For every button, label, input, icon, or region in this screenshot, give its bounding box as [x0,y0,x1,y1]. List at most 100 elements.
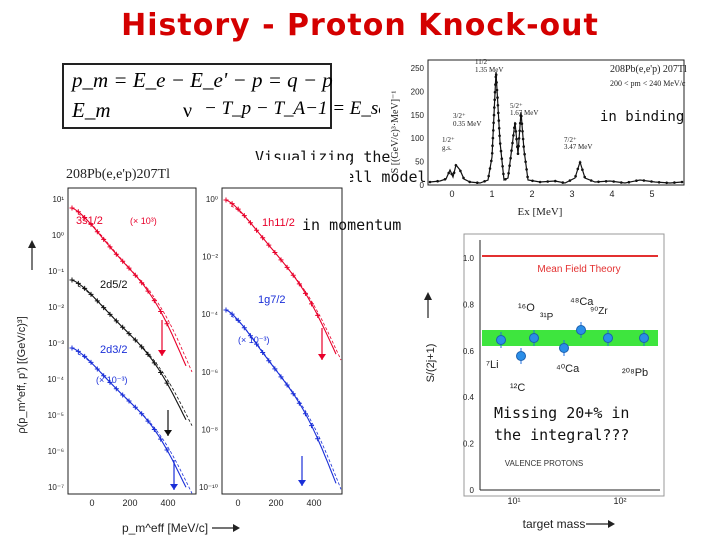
peak-energy-3: g.s. [442,144,452,152]
curve-2d32-marker-10 [132,404,138,410]
binding-xtick-4: 4 [609,189,614,199]
curve-1g72-marker-6 [260,350,266,356]
curve-2d52-marker-2 [82,285,88,291]
binding-dot-19 [492,121,495,125]
spectroscopic-xticks: 10¹ 10² [507,496,626,506]
binding-dot-27 [495,81,498,84]
binding-dot-43 [509,156,512,160]
left-panel-xticks: 0 200 400 [89,498,175,508]
binding-dot-85 [642,179,646,182]
nucleus-li7: ⁷Li [486,359,499,371]
nucleus-p31: ³¹P [540,312,554,323]
binding-dot-22 [493,98,496,102]
binding-data-points [428,73,684,185]
caption-in-momentum: in momentum [302,216,402,234]
binding-dot-86 [650,180,653,183]
binding-yticks: 250 200 150 100 50 0 [411,64,425,190]
binding-dot-28 [495,88,499,92]
curve-1g72-marker-5 [254,341,260,347]
mean-field-legend: Mean Field Theory [537,264,620,275]
binding-dot-36 [499,149,503,153]
binding-dot-59 [520,122,524,125]
curve-1h112-marker-15 [315,312,321,318]
curve-2d52-dashed [77,285,193,426]
state-factor-3s12: (× 10³) [130,216,157,226]
binding-xtick-5: 5 [649,189,654,199]
binding-dot-40 [504,178,507,181]
left-xtick-2: 400 [160,498,175,508]
curve-1h112-marker-4 [247,220,253,226]
upper-limit-arrowhead-2 [170,484,178,490]
curve-2d32-marker-0 [69,345,75,351]
binding-dot-49 [514,130,518,133]
nucleus-ca48: ⁴⁸Ca [570,296,594,308]
binding-xtick-2: 2 [529,189,534,199]
peak-label-4: 5/2⁺ [510,102,523,110]
spec-xlabel-arrowhead-icon [608,520,615,528]
binding-dot-80 [604,180,608,183]
curve-2d52-marker-11 [139,344,145,350]
peak-label-2: 3/2⁺ [453,112,466,120]
caption-in-binding: in binding [600,109,685,125]
curve-1g72-marker-11 [290,391,296,397]
momentum-ylabel: ρ(p_m^eff, p') [(GeV/c)³] [16,316,28,433]
left-xtick-0: 0 [89,498,94,508]
binding-dot-77 [583,175,586,179]
spec-ytick-4: 0.2 [463,440,475,449]
binding-dot-1 [436,179,439,183]
curve-3s12-marker-8 [120,258,126,264]
right-ytick-5: 10⁻¹⁰ [199,483,218,492]
curve-3s12-marker-11 [139,280,145,286]
upper-limit-arrowhead-3 [318,354,326,360]
binding-dot-33 [497,126,501,130]
curve-2d52-marker-4 [94,298,100,304]
upper-limit-arrowhead-1 [164,430,172,436]
binding-spectrum-plot: S [(GeV/c)³·MeV]⁻¹ 250 200 150 100 50 0 0 1 2 3 4… [380,52,690,220]
curve-2d52-marker-8 [120,324,126,330]
right-ytick-0: 10⁰ [206,195,218,204]
peak-label-1: 11/2⁻ [475,58,491,66]
spectroscopic-points [496,322,649,364]
binding-dot-18 [492,129,495,132]
binding-dot-90 [680,180,684,184]
spec-point-3 [559,343,569,353]
curve-2d32-marker-11 [139,411,145,417]
binding-dot-48 [513,122,517,126]
binding-dot-23 [493,90,497,94]
curve-1g72-marker-7 [266,358,272,364]
curve-2d52-marker-6 [107,311,113,317]
left-ytick-1: 10⁰ [52,231,64,240]
curve-2d52-marker-12 [145,351,151,357]
curve-1g72-marker-13 [302,411,308,417]
spec-point-5 [603,333,613,343]
binding-dot-14 [490,159,493,163]
curve-2d52-marker-7 [113,318,119,324]
binding-dot-16 [491,144,494,147]
binding-dot-24 [494,83,497,86]
curve-2d32-marker-4 [94,366,100,372]
right-panel-xticks: 0 200 400 [235,498,321,508]
curve-2d52-marker-1 [75,280,81,286]
curve-1g72-marker-9 [278,374,284,380]
right-panel-frame [221,187,343,495]
binding-dot-35 [498,142,502,145]
binding-dot-89 [673,181,676,184]
curve-1h112-dashed [230,205,342,361]
curve-1g72-marker-8 [272,366,278,372]
curve-1g72-marker-0 [223,307,229,313]
binding-dot-44 [510,149,513,152]
binding-dot-10 [476,181,479,184]
binding-xtick-6: 6 [689,189,690,199]
state-factor-2d32: (× 10⁻³) [96,375,128,385]
curve-3s12-marker-0 [69,205,75,211]
curve-1g72-marker-10 [284,382,290,388]
curve-2d52-marker-5 [101,305,107,311]
nucleus-ca40: ⁴⁰Ca [556,363,580,375]
binding-dot-68 [538,180,542,184]
binding-xlabel: Ex [MeV] [518,206,563,218]
peak-energy-5: 3.47 MeV [564,143,592,151]
curve-2d32-marker-9 [126,398,132,404]
spec-point-0 [516,351,526,361]
binding-spectrum-curve [429,71,683,184]
spectroscopic-factor-plot: 1.0 0.8 0.6 0.4 0.2 0 10¹ 10² S/(2j+1) target … [414,228,676,538]
